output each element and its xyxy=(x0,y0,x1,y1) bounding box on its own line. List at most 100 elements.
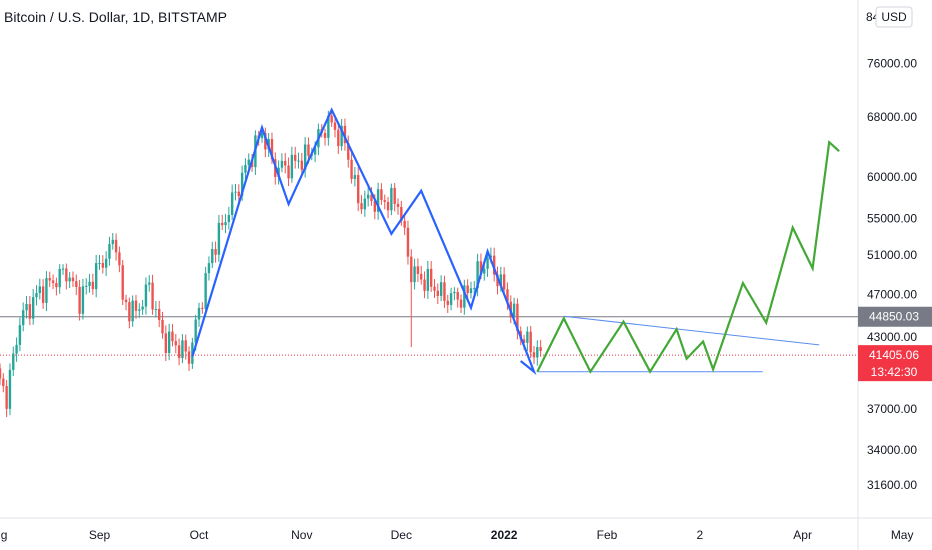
candle-body xyxy=(18,325,22,345)
candle-body xyxy=(101,263,105,268)
currency-button-bg xyxy=(875,6,913,28)
candle-body xyxy=(413,266,416,283)
candle-body xyxy=(466,285,469,294)
chart-title: Bitcoin / U.S. Dollar, 1D, BITSTAMP xyxy=(4,9,228,25)
candle-body xyxy=(45,278,48,303)
candle-body xyxy=(88,281,91,286)
candle-body xyxy=(108,244,111,259)
candle-body xyxy=(287,165,290,179)
candle-body xyxy=(124,299,128,303)
price-tick-label: 60000.00 xyxy=(867,170,917,184)
candle-body xyxy=(479,261,483,274)
candle-body xyxy=(433,286,436,291)
candle-body xyxy=(244,164,247,173)
candle-body xyxy=(400,206,403,221)
candle-body xyxy=(204,273,207,309)
candle-body xyxy=(270,138,274,160)
candle-body xyxy=(158,309,161,320)
candle-body xyxy=(290,154,294,179)
candle-body xyxy=(426,268,430,291)
time-tick-label: Dec xyxy=(391,528,412,542)
time-tick-label: Feb xyxy=(597,528,618,542)
candle-body xyxy=(423,279,426,291)
candle-body xyxy=(111,239,114,245)
candle-body xyxy=(264,132,267,150)
candle-body xyxy=(91,281,95,290)
candle-body xyxy=(41,286,45,303)
candle-body xyxy=(94,263,98,290)
candle-body xyxy=(333,122,337,130)
candle-body xyxy=(456,291,459,300)
candle-body xyxy=(357,175,360,204)
candle-body xyxy=(240,172,244,197)
candle-body xyxy=(58,268,61,288)
candle-body xyxy=(323,133,327,138)
candle-body xyxy=(164,333,168,353)
candle-body xyxy=(138,309,141,311)
candle-body xyxy=(350,159,353,179)
candlestick-series xyxy=(0,110,542,418)
candle-body xyxy=(247,159,250,165)
candle-body xyxy=(61,268,65,270)
candle-body xyxy=(496,274,499,287)
candle-body xyxy=(439,282,443,296)
price-tick-label: 43000.00 xyxy=(867,330,917,344)
price-tick-label: 76000.00 xyxy=(867,56,917,70)
candle-body xyxy=(469,288,473,294)
candle-body xyxy=(171,331,174,342)
currency-label: USD xyxy=(881,10,907,24)
candle-body xyxy=(151,282,154,310)
candle-body xyxy=(370,194,373,202)
time-axis[interactable]: Aug Sep Oct Nov Dec 2022 Feb 2 Apr May xyxy=(0,528,913,542)
candle-body xyxy=(420,273,423,280)
candle-body xyxy=(363,198,367,210)
pattern-drawings[interactable] xyxy=(191,107,840,376)
candle-body xyxy=(463,285,466,308)
candle-body xyxy=(337,129,340,147)
candle-body xyxy=(12,353,15,370)
candle-body xyxy=(194,319,197,343)
price-tick-label: 47000.00 xyxy=(867,287,917,301)
candle-body xyxy=(131,300,134,322)
candle-body xyxy=(330,115,333,123)
candle-body xyxy=(65,268,68,282)
candle-body xyxy=(224,222,227,226)
last-price-tag xyxy=(858,345,932,382)
pattern-path xyxy=(191,107,537,376)
candle-body xyxy=(104,258,108,268)
candle-body xyxy=(499,274,503,287)
candle-body xyxy=(373,201,376,212)
candle-body xyxy=(376,189,380,212)
time-tick-label: Oct xyxy=(190,528,209,542)
currency-button[interactable]: 84 USD xyxy=(866,6,913,28)
price-tick-label: 55000.00 xyxy=(867,212,917,226)
candle-body xyxy=(78,286,81,314)
candle-body xyxy=(234,191,237,193)
candle-body xyxy=(214,249,217,255)
candle-body xyxy=(380,189,383,201)
time-tick-label: May xyxy=(891,528,914,542)
candle-body xyxy=(486,257,489,269)
candle-body xyxy=(260,132,264,139)
candle-body xyxy=(148,282,151,285)
time-tick-label: Aug xyxy=(0,528,7,542)
price-tick-label: 68000.00 xyxy=(867,110,917,124)
candle-body xyxy=(237,191,241,197)
candle-body xyxy=(71,277,75,282)
candle-body xyxy=(483,268,486,274)
candle-body xyxy=(55,283,58,288)
candle-body xyxy=(177,345,181,359)
candle-body xyxy=(187,351,191,364)
candle-body xyxy=(121,265,124,300)
candle-body xyxy=(522,339,526,343)
countdown-label: 13:42:30 xyxy=(871,365,918,379)
candle-body xyxy=(197,307,201,320)
candle-body xyxy=(22,310,25,326)
time-tick-label: Sep xyxy=(89,528,111,542)
candle-body xyxy=(489,255,493,258)
candle-body xyxy=(340,125,343,147)
candle-body xyxy=(28,304,32,319)
candle-body xyxy=(35,293,38,298)
price-axis[interactable]: 76000.00 68000.00 60000.00 55000.00 51000.00… xyxy=(867,56,917,492)
